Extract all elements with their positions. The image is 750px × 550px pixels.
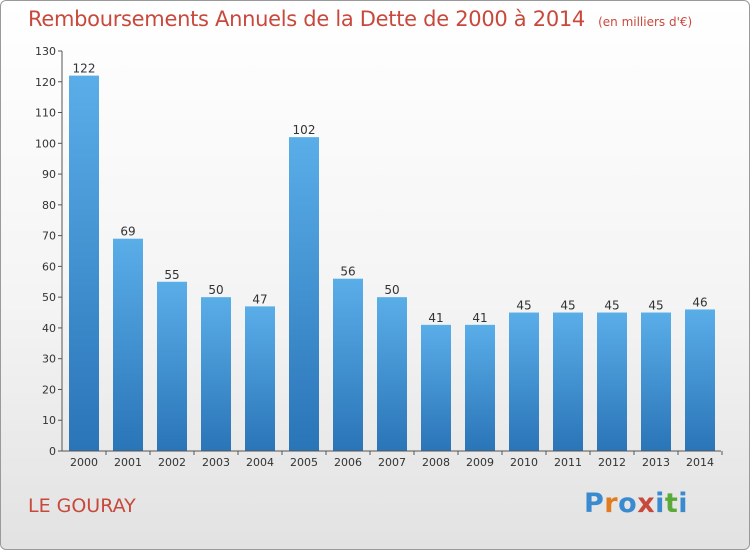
bar-value-label: 56 [340, 265, 355, 279]
bar [289, 137, 319, 451]
x-tick-label: 2007 [378, 456, 406, 469]
x-tick-label: 2008 [422, 456, 450, 469]
bar [421, 324, 451, 451]
x-tick-label: 2012 [598, 456, 626, 469]
y-tick-label: 20 [42, 383, 56, 396]
y-tick-label: 120 [35, 76, 56, 89]
logo-letter: i [655, 488, 665, 519]
x-tick-label: 2009 [466, 456, 494, 469]
y-tick-label: 40 [42, 322, 56, 335]
logo-letter: t [664, 488, 679, 519]
logo-letter: x [637, 488, 656, 519]
y-tick-label: 80 [42, 199, 56, 212]
title-row: Remboursements Annuels de la Dette de 20… [28, 7, 692, 31]
bar-value-label: 50 [384, 283, 399, 297]
y-axis: 0 10 20 30 40 50 60 70 80 90 100 110 120 130 [35, 45, 63, 458]
bar-value-label: 50 [208, 283, 223, 297]
bar-value-label: 55 [164, 268, 179, 282]
y-tick-label: 130 [35, 45, 56, 58]
bar [157, 281, 187, 451]
bar-value-label: 45 [648, 299, 663, 313]
y-tick-label: 70 [42, 230, 56, 243]
bar-value-label: 41 [428, 311, 443, 325]
logo-letter: r [604, 488, 619, 519]
bar [509, 312, 539, 451]
x-tick-label: 2011 [554, 456, 582, 469]
bar [465, 324, 495, 451]
y-tick-label: 30 [42, 353, 56, 366]
x-tick-label: 2000 [70, 456, 98, 469]
x-tick-label: 2014 [686, 456, 714, 469]
x-tick-label: 2003 [202, 456, 230, 469]
x-tick-label: 2004 [246, 456, 274, 469]
bar [685, 309, 715, 451]
bar-value-label: 122 [73, 62, 96, 76]
bar-value-label: 47 [252, 292, 267, 306]
logo-letter: i [678, 488, 689, 519]
bar [597, 312, 627, 451]
logo-letter: P [584, 488, 605, 519]
bar-value-label: 41 [472, 311, 487, 325]
x-axis: 2000 2001 2002 2003 2004 2005 2006 2007 2008 2009… [62, 450, 723, 469]
x-tick-label: 2010 [510, 456, 538, 469]
chart-subtitle: (en milliers d'€) [598, 15, 693, 29]
x-tick-label: 2002 [158, 456, 186, 469]
x-tick-label: 2001 [114, 456, 142, 469]
bar [245, 306, 275, 451]
chart-title: Remboursements Annuels de la Dette de 20… [28, 7, 585, 31]
x-tick-label: 2013 [642, 456, 670, 469]
bar [641, 312, 671, 451]
bar-value-label: 69 [120, 225, 135, 239]
bar [333, 278, 363, 451]
y-tick-label: 50 [42, 291, 56, 304]
bar-value-label: 45 [560, 299, 575, 313]
bar-value-label: 102 [293, 123, 316, 137]
bar-value-label: 45 [516, 299, 531, 313]
bar [113, 238, 143, 451]
bar-value-label: 45 [604, 299, 619, 313]
y-tick-label: 90 [42, 168, 56, 181]
y-tick-label: 0 [49, 445, 56, 458]
y-tick-label: 10 [42, 414, 56, 427]
bar [201, 297, 231, 451]
y-tick-label: 60 [42, 260, 56, 273]
x-tick-label: 2005 [290, 456, 318, 469]
y-tick-label: 100 [35, 137, 56, 150]
bar [553, 312, 583, 451]
bar-value-label: 46 [692, 295, 707, 309]
bar [69, 75, 99, 451]
location-label: LE GOURAY [28, 495, 136, 517]
proxiti-logo: Proxiti [584, 488, 688, 519]
logo-letter: o [618, 488, 638, 519]
x-tick-label: 2006 [334, 456, 362, 469]
bar [377, 297, 407, 451]
y-tick-label: 110 [35, 107, 56, 120]
bars: 122 69 55 50 47 102 56 50 41 41 45 45 45 45 46 [69, 62, 715, 451]
